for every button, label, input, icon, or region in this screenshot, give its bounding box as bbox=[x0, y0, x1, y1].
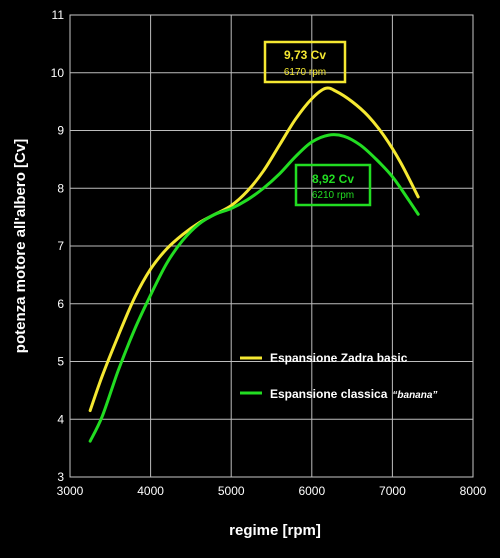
y-tick-label: 6 bbox=[57, 297, 64, 311]
annotation-value: 8,92 Cv bbox=[312, 172, 354, 186]
x-tick-label: 8000 bbox=[460, 484, 487, 498]
annotation-rpm: 6210 rpm bbox=[312, 190, 354, 201]
y-tick-label: 11 bbox=[52, 8, 65, 22]
series-line-2 bbox=[88, 133, 420, 443]
x-tick-label: 6000 bbox=[298, 484, 325, 498]
annotation-box bbox=[263, 40, 347, 84]
legend-label-2-text: Espansione classica bbox=[270, 387, 388, 401]
x-tick-label: 4000 bbox=[137, 484, 164, 498]
legend-label-2-note: “banana” bbox=[392, 390, 437, 401]
tick-labels: 3 4 5 6 7 8 9 10 11 3000 4000 5000 6000 7000 8000 bbox=[51, 8, 487, 498]
legend: Espansione Zadra basic Espansione classi… bbox=[240, 351, 437, 401]
annotation-peak-2: 8,92 Cv 6210 rpm bbox=[294, 163, 372, 207]
annotation-box bbox=[294, 163, 372, 207]
y-tick-label: 5 bbox=[57, 355, 64, 369]
x-tick-label: 5000 bbox=[218, 484, 245, 498]
series bbox=[88, 86, 420, 443]
annotation-peak-1: 9,73 Cv 6170 rpm bbox=[263, 40, 347, 84]
legend-label-1: Espansione Zadra basic bbox=[270, 351, 408, 365]
x-axis-title: regime [rpm] bbox=[229, 522, 321, 539]
y-tick-label: 7 bbox=[57, 239, 64, 253]
grid bbox=[70, 15, 473, 477]
y-tick-label: 3 bbox=[57, 470, 64, 484]
legend-label-2: Espansione classica “banana” bbox=[270, 387, 437, 401]
annotation-rpm: 6170 rpm bbox=[284, 67, 326, 78]
y-tick-label: 4 bbox=[57, 412, 64, 426]
series-line-1 bbox=[88, 86, 420, 413]
annotation-value: 9,73 Cv bbox=[284, 48, 326, 62]
y-tick-label: 9 bbox=[57, 124, 64, 138]
y-axis-title: potenza motore all'albero [Cv] bbox=[12, 139, 29, 353]
x-tick-label: 3000 bbox=[57, 484, 84, 498]
y-tick-label: 8 bbox=[57, 181, 64, 195]
x-tick-label: 7000 bbox=[379, 484, 406, 498]
y-tick-label: 10 bbox=[51, 66, 65, 80]
